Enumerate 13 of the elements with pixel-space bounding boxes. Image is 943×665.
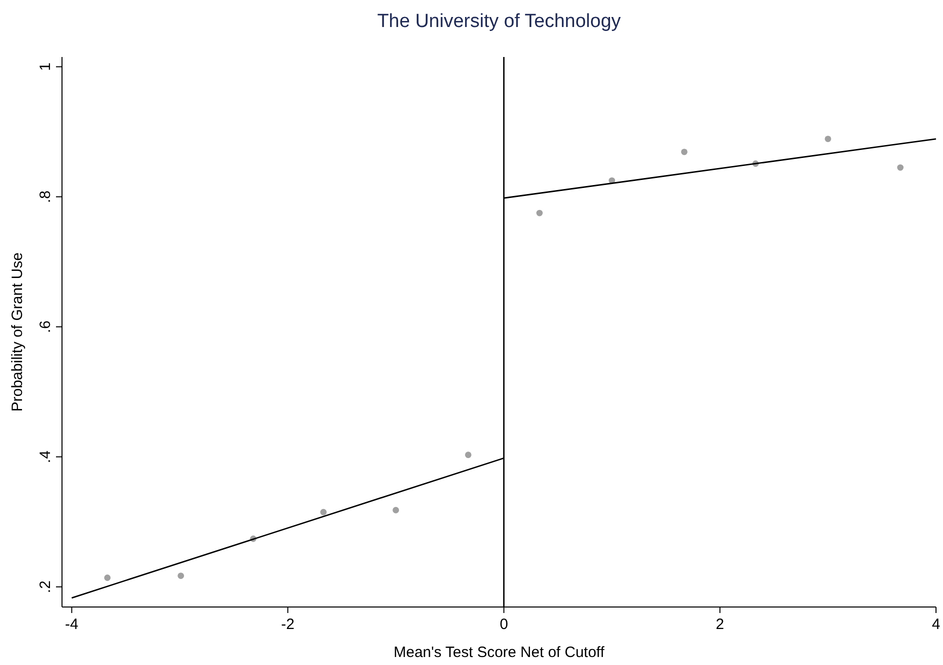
chart-title: The University of Technology: [377, 11, 622, 32]
y-tick-label: .6: [37, 320, 54, 334]
y-tick-label: .2: [37, 580, 54, 594]
x-tick-label: 4: [932, 616, 940, 633]
x-axis-title: Mean's Test Score Net of Cutoff: [394, 644, 606, 661]
y-tick-label: .8: [37, 190, 54, 204]
y-tick-label: .4: [37, 450, 54, 464]
y-tick-label: 1: [37, 62, 54, 71]
y-axis-title: Probability of Grant Use: [9, 252, 26, 412]
x-tick-label: 2: [716, 616, 724, 633]
x-tick-label: 0: [500, 616, 508, 633]
x-tick-label: -2: [281, 616, 294, 633]
x-tick-label: -4: [65, 616, 78, 633]
